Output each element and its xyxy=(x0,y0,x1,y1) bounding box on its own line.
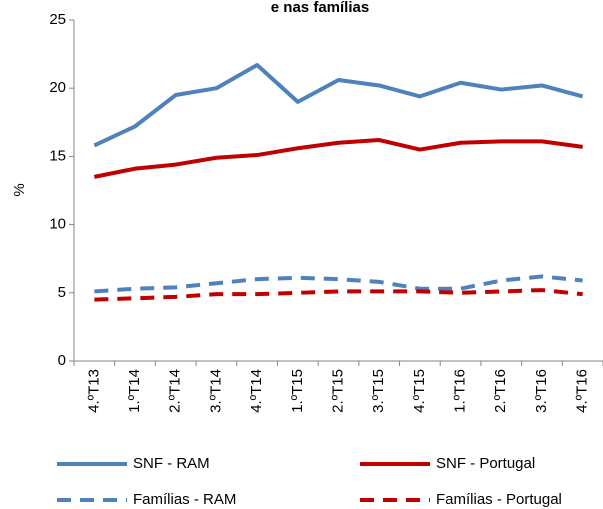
y-tick-label: 20 xyxy=(49,79,66,96)
y-axis-label: % xyxy=(11,183,28,196)
series-line xyxy=(93,138,583,179)
legend-label: SNF - Portugal xyxy=(436,455,535,472)
x-tick-label: 3.ºT16 xyxy=(533,369,550,413)
x-tick-label: 4.ºT15 xyxy=(411,369,428,413)
x-tick-label: 4.ºT14 xyxy=(248,369,265,413)
series-line xyxy=(93,63,584,148)
x-tick-label: 1.ºT14 xyxy=(126,369,143,413)
legend-label: SNF - RAM xyxy=(133,455,210,472)
x-tick-label: 3.ºT15 xyxy=(370,369,387,413)
x-tick-label: 1.ºT16 xyxy=(452,369,469,413)
y-tick-label: 0 xyxy=(58,352,66,369)
x-tick-label: 2.ºT15 xyxy=(329,369,346,413)
legend-label: Famílias - RAM xyxy=(133,491,236,508)
y-tick-label: 5 xyxy=(58,284,66,301)
legend-label: Famílias - Portugal xyxy=(436,491,562,508)
y-tick-label: 25 xyxy=(49,11,66,28)
y-tick-label: 10 xyxy=(49,216,66,233)
x-tick-label: 4.ºT16 xyxy=(574,369,591,413)
x-tick-label: 2.ºT16 xyxy=(492,369,509,413)
series-line xyxy=(94,274,583,294)
y-tick-label: 15 xyxy=(49,147,66,164)
x-tick-label: 3.ºT14 xyxy=(207,369,224,413)
chart-title: e nas famílias xyxy=(271,0,369,16)
x-tick-label: 2.ºT14 xyxy=(167,369,184,413)
x-tick-label: 1.ºT15 xyxy=(289,369,306,413)
series-line xyxy=(94,288,583,302)
x-tick-label: 4.ºT13 xyxy=(85,369,102,413)
